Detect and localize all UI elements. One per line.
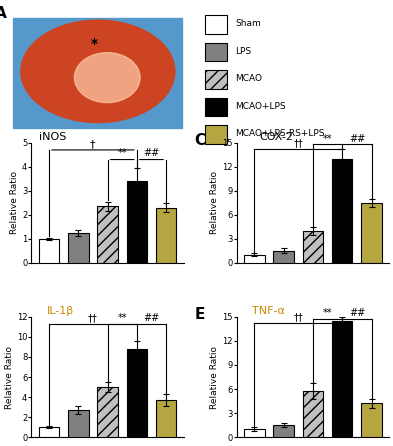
Text: ##: ## [349, 308, 365, 318]
Y-axis label: Relative Ratio: Relative Ratio [210, 346, 219, 409]
Text: MCAO+LPS-RS+LPS: MCAO+LPS-RS+LPS [235, 129, 325, 138]
Text: TNF-α: TNF-α [252, 306, 285, 316]
Bar [13, 18, 182, 128]
FancyBboxPatch shape [205, 43, 228, 62]
Bar [127, 181, 147, 263]
Bar [244, 429, 265, 437]
Text: MCAO: MCAO [235, 74, 262, 83]
Text: ##: ## [143, 149, 160, 158]
Text: C: C [194, 133, 206, 148]
FancyBboxPatch shape [205, 15, 228, 34]
Text: ††: †† [294, 138, 303, 149]
Bar [68, 410, 88, 437]
Text: iNOS: iNOS [39, 132, 66, 142]
Text: E: E [194, 307, 205, 322]
FancyBboxPatch shape [205, 70, 228, 89]
Text: **: ** [118, 313, 127, 323]
Bar [39, 427, 59, 437]
Bar [332, 159, 353, 263]
Text: MCAO+LPS: MCAO+LPS [235, 102, 286, 111]
Bar [244, 255, 265, 263]
Text: ††: †† [88, 313, 98, 323]
Text: †: † [90, 139, 95, 149]
Ellipse shape [21, 20, 175, 123]
Bar [361, 404, 382, 437]
Text: COX-2: COX-2 [260, 132, 294, 142]
Text: **: ** [323, 133, 332, 144]
Bar [156, 207, 176, 263]
Text: ††: †† [294, 313, 303, 322]
Bar [156, 400, 176, 437]
Text: IL-1β: IL-1β [47, 306, 74, 316]
Text: **: ** [118, 149, 127, 158]
Text: ##: ## [143, 313, 160, 323]
Bar [361, 203, 382, 263]
Text: A: A [0, 6, 6, 21]
Bar [127, 349, 147, 437]
Bar [274, 251, 294, 263]
Bar [97, 206, 118, 263]
Y-axis label: Relative Ratio: Relative Ratio [5, 346, 14, 409]
Bar [303, 391, 323, 437]
Y-axis label: Relative Ratio: Relative Ratio [10, 171, 19, 234]
Text: ##: ## [349, 133, 365, 144]
Text: *: * [90, 37, 98, 51]
Text: LPS: LPS [235, 47, 251, 56]
Y-axis label: Relative Ratio: Relative Ratio [210, 171, 219, 234]
Bar [332, 321, 353, 437]
Bar [274, 425, 294, 437]
Bar [39, 239, 59, 263]
Ellipse shape [74, 53, 140, 103]
Text: **: ** [323, 308, 332, 318]
FancyBboxPatch shape [205, 125, 228, 144]
Text: Sham: Sham [235, 20, 261, 29]
Bar [303, 231, 323, 263]
FancyBboxPatch shape [205, 98, 228, 116]
Bar [97, 387, 118, 437]
Bar [68, 233, 88, 263]
